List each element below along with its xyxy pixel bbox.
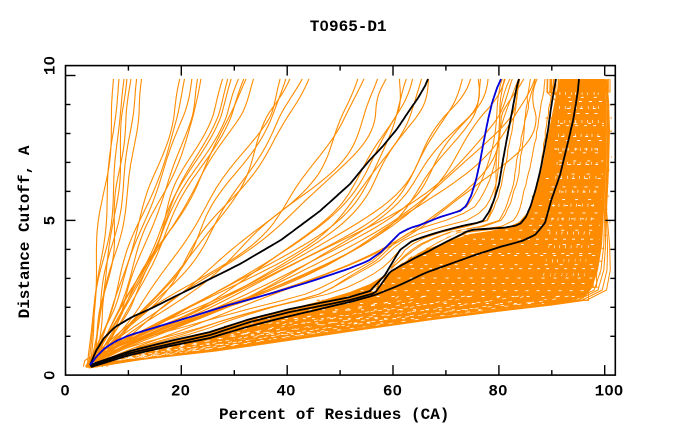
svg-text:5: 5 <box>42 216 60 226</box>
svg-text:10: 10 <box>42 56 60 75</box>
svg-text:60: 60 <box>383 383 402 401</box>
svg-text:80: 80 <box>488 383 507 401</box>
svg-text:T0965-D1: T0965-D1 <box>310 18 387 36</box>
svg-text:Distance Cutoff, A: Distance Cutoff, A <box>16 145 34 318</box>
svg-text:20: 20 <box>171 383 190 401</box>
svg-text:40: 40 <box>276 383 295 401</box>
svg-text:Percent of Residues (CA): Percent of Residues (CA) <box>219 406 449 424</box>
